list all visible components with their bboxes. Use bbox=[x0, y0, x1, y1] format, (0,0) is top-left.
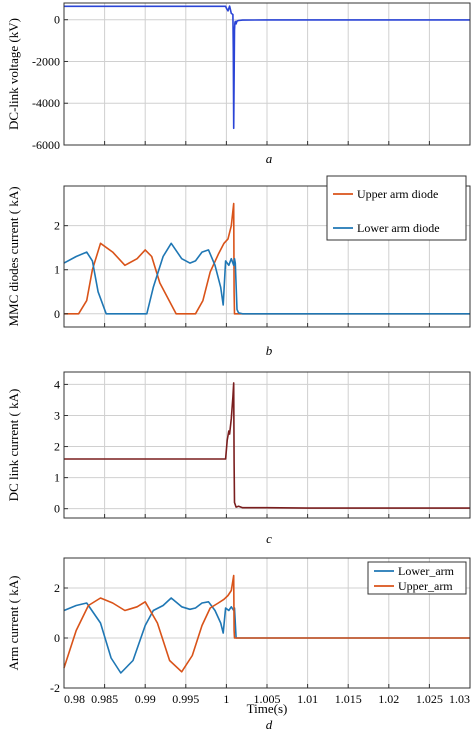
y-tick-label: 1 bbox=[54, 471, 60, 485]
y-tick-label: 0 bbox=[54, 631, 60, 645]
y-tick-label: 3 bbox=[54, 408, 60, 422]
y-tick-label: 0 bbox=[54, 502, 60, 516]
x-tick-label: 0.98 bbox=[64, 692, 85, 706]
y-tick-label: 2 bbox=[54, 440, 60, 454]
x-tick-label: 1.025 bbox=[416, 692, 443, 706]
x-tick-label: 1.015 bbox=[335, 692, 362, 706]
x-tick-label: 1.005 bbox=[254, 692, 281, 706]
y-axis-label: MMC diodes current ( kA) bbox=[6, 186, 21, 326]
panel-caption: b bbox=[266, 343, 273, 358]
x-tick-label: 1.03 bbox=[449, 692, 470, 706]
y-tick-label: -6000 bbox=[32, 138, 60, 152]
legend-entry: Upper arm diode bbox=[357, 187, 438, 201]
panel-b: 0 1 2 MMC diodes current ( kA) b Upper arm di… bbox=[6, 175, 471, 358]
y-tick-label: -2 bbox=[50, 681, 60, 695]
y-tick-label: 0 bbox=[54, 13, 60, 27]
legend: Upper arm diode Lower arm diode bbox=[326, 175, 467, 241]
legend-entry: Lower arm diode bbox=[357, 221, 440, 235]
panel-c: 0 1 2 3 4 DC link current ( kA) c bbox=[6, 371, 471, 546]
x-axis-label: Time(s) bbox=[247, 701, 288, 716]
x-tick-label: 0.985 bbox=[91, 692, 118, 706]
series-line-upper-arm-diode bbox=[64, 202, 470, 315]
y-tick-label: -2000 bbox=[32, 54, 60, 68]
y-tick-label: 2 bbox=[54, 219, 60, 233]
x-tick-label: 1.02 bbox=[378, 692, 399, 706]
legend-box bbox=[326, 175, 467, 241]
series-line-series-0 bbox=[64, 5, 470, 130]
y-axis-label: DC-link voltage (kV) bbox=[6, 18, 21, 130]
legend-entry: Upper_arm bbox=[398, 579, 453, 593]
panel-caption: c bbox=[266, 531, 272, 546]
series-line-upper-arm bbox=[63, 574, 470, 673]
series-line-lower-arm-diode bbox=[63, 242, 470, 315]
y-tick-label: 0 bbox=[54, 307, 60, 321]
legend-box bbox=[367, 561, 467, 595]
panel-a: -6000 -4000 -2000 0 DC-link voltage (kV) a bbox=[6, 2, 471, 166]
y-axis-label: DC link current ( kA) bbox=[6, 389, 21, 502]
y-tick-label: 4 bbox=[54, 377, 60, 391]
x-tick-label: 1.01 bbox=[297, 692, 318, 706]
series-line-lower-arm bbox=[63, 597, 470, 674]
x-tick-label: 0.995 bbox=[172, 692, 199, 706]
series-line-series-0 bbox=[64, 382, 470, 509]
panel-d: -2 0 2 0.98 0.985 0.99 0.995 1 1.005 1.01 1.015 1.0… bbox=[6, 557, 471, 732]
x-tick-label: 0.99 bbox=[135, 692, 156, 706]
y-tick-label: 1 bbox=[54, 263, 60, 277]
x-tick-label: 1 bbox=[223, 692, 229, 706]
y-tick-label: 2 bbox=[54, 581, 60, 595]
panel-caption: a bbox=[266, 151, 273, 166]
y-tick-label: -4000 bbox=[32, 96, 60, 110]
y-axis-label: Arm current ( kA) bbox=[6, 576, 21, 671]
panel-caption: d bbox=[266, 717, 273, 732]
legend-entry: Lower_arm bbox=[398, 564, 455, 578]
